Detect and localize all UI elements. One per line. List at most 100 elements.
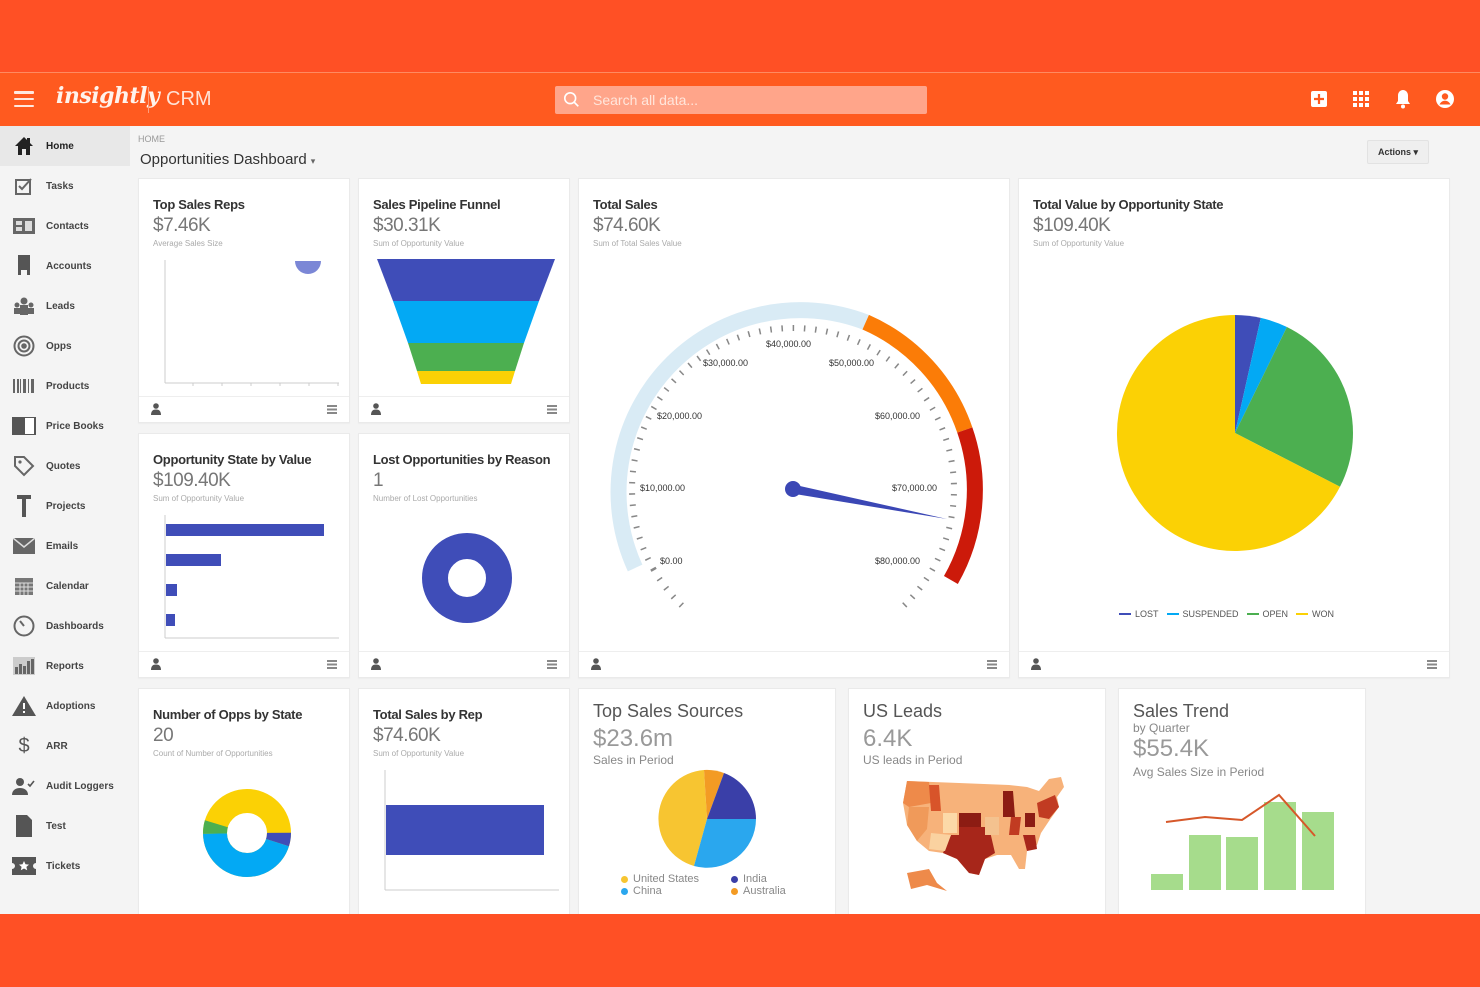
card-sales-trend: Sales Trend by Quarter $55.4K Avg Sales …: [1118, 688, 1366, 914]
legend-item[interactable]: OPEN: [1246, 609, 1288, 619]
logo[interactable]: insightly: [56, 83, 160, 109]
svg-text:$70,000.00: $70,000.00: [892, 483, 937, 493]
sidebar-item-quotes[interactable]: Quotes: [0, 446, 130, 486]
sidebar-item-leads[interactable]: Leads: [0, 286, 130, 326]
sidebar-item-tickets[interactable]: Tickets: [0, 846, 130, 886]
legend-item[interactable]: India: [731, 873, 811, 885]
person-icon[interactable]: [591, 658, 601, 670]
card-footer: [139, 651, 349, 677]
sidebar-item-products[interactable]: Products: [0, 366, 130, 406]
pie-chart[interactable]: [657, 769, 757, 869]
funnel-chart[interactable]: [377, 259, 557, 389]
svg-text:$30,000.00: $30,000.00: [703, 358, 748, 368]
card-value: $30.31K: [373, 215, 441, 236]
app-window: insightly CRM Home Tasks Contacts Accou: [0, 72, 1480, 914]
list-icon[interactable]: [547, 405, 557, 414]
person-icon[interactable]: [371, 403, 381, 415]
document-icon: [12, 815, 36, 837]
dashboard-selector[interactable]: Opportunities Dashboard ▾: [140, 151, 315, 168]
person-icon[interactable]: [371, 658, 381, 670]
divider: [148, 87, 149, 113]
leads-people-icon: [12, 295, 36, 317]
card-us-leads: US Leads 6.4K US leads in Period: [848, 688, 1106, 914]
card-value: 20: [153, 725, 174, 746]
card-value: $7.46K: [153, 215, 211, 236]
card-subtitle-period: by Quarter: [1133, 721, 1190, 735]
sidebar-item-test[interactable]: Test: [0, 806, 130, 846]
person-icon[interactable]: [151, 403, 161, 415]
person-icon[interactable]: [151, 658, 161, 670]
card-subtitle: Avg Sales Size in Period: [1133, 765, 1265, 779]
card-footer: [359, 396, 569, 422]
card-footer: [139, 396, 349, 422]
legend-item[interactable]: SUSPENDED: [1166, 609, 1239, 619]
card-title: Top Sales Reps: [153, 197, 245, 212]
card-title: Sales Trend: [1133, 701, 1230, 721]
actions-button[interactable]: Actions ▾: [1367, 140, 1429, 164]
search-input[interactable]: [593, 92, 913, 108]
sidebar-item-price-books[interactable]: Price Books: [0, 406, 130, 446]
list-icon[interactable]: [987, 660, 997, 669]
sidebar-item-opps[interactable]: Opps: [0, 326, 130, 366]
card-footer: [1019, 651, 1449, 677]
card-subtitle: US leads in Period: [863, 753, 963, 767]
person-icon[interactable]: [1031, 658, 1041, 670]
sidebar-item-calendar[interactable]: Calendar: [0, 566, 130, 606]
sidebar-item-adoptions[interactable]: Adoptions: [0, 686, 130, 726]
sidebar-item-audit-loggers[interactable]: Audit Loggers: [0, 766, 130, 806]
list-icon[interactable]: [327, 660, 337, 669]
sidebar-item-reports[interactable]: Reports: [0, 646, 130, 686]
task-check-icon: [12, 175, 36, 197]
gauge-icon: [12, 615, 36, 637]
sidebar-item-tasks[interactable]: Tasks: [0, 166, 130, 206]
card-subtitle: Count of Number of Opportunities: [153, 749, 273, 758]
bar-report-icon: [12, 655, 36, 677]
card-title: Total Sales: [593, 197, 658, 212]
card-title: Total Sales by Rep: [373, 707, 483, 722]
bar-line-chart[interactable]: [1149, 789, 1349, 899]
tag-icon: [12, 455, 36, 477]
svg-text:$20,000.00: $20,000.00: [657, 411, 702, 421]
add-icon[interactable]: [1308, 88, 1330, 110]
scatter-chart[interactable]: [153, 255, 343, 390]
chevron-down-icon: ▾: [310, 156, 316, 166]
sidebar-item-projects[interactable]: Projects: [0, 486, 130, 526]
legend-item[interactable]: China: [621, 885, 731, 897]
card-title: Sales Pipeline Funnel: [373, 197, 501, 212]
card-total-value-by-state: Total Value by Opportunity State $109.40…: [1018, 178, 1450, 678]
legend-item[interactable]: United States: [621, 873, 731, 885]
calendar-icon: [12, 575, 36, 597]
card-value: $109.40K: [153, 470, 231, 491]
card-title: Opportunity State by Value: [153, 452, 312, 467]
donut-chart[interactable]: [201, 787, 293, 879]
legend-item[interactable]: LOST: [1119, 609, 1159, 619]
sidebar-item-arr[interactable]: $ ARR: [0, 726, 130, 766]
horizontal-bar-chart[interactable]: [373, 765, 563, 900]
gauge-chart[interactable]: $0.00 $10,000.00 $20,000.00 $30,000.00 $…: [595, 289, 995, 609]
card-footer: [579, 651, 1009, 677]
horizontal-bar-chart[interactable]: [153, 510, 343, 645]
user-account-icon[interactable]: [1434, 88, 1456, 110]
sidebar-item-dashboards[interactable]: Dashboards: [0, 606, 130, 646]
card-value: $74.60K: [593, 215, 661, 236]
sidebar-item-contacts[interactable]: Contacts: [0, 206, 130, 246]
apps-grid-icon[interactable]: [1350, 88, 1372, 110]
sidebar-item-home[interactable]: Home: [0, 126, 130, 166]
us-choropleth-map[interactable]: [899, 773, 1074, 898]
legend-item[interactable]: WON: [1296, 609, 1334, 619]
sidebar: Home Tasks Contacts Accounts Leads Opps …: [0, 126, 130, 914]
menu-icon[interactable]: [14, 91, 34, 107]
donut-chart[interactable]: [421, 532, 513, 624]
list-icon[interactable]: [547, 660, 557, 669]
card-title: Total Value by Opportunity State: [1033, 197, 1224, 212]
sidebar-item-accounts[interactable]: Accounts: [0, 246, 130, 286]
legend-item[interactable]: Australia: [731, 885, 811, 897]
sidebar-item-emails[interactable]: Emails: [0, 526, 130, 566]
search-bar[interactable]: [555, 86, 927, 114]
bell-icon[interactable]: [1392, 88, 1414, 110]
svg-text:$10,000.00: $10,000.00: [640, 483, 685, 493]
list-icon[interactable]: [327, 405, 337, 414]
list-icon[interactable]: [1427, 660, 1437, 669]
pie-chart[interactable]: [1115, 313, 1355, 553]
breadcrumb[interactable]: HOME: [138, 134, 165, 144]
